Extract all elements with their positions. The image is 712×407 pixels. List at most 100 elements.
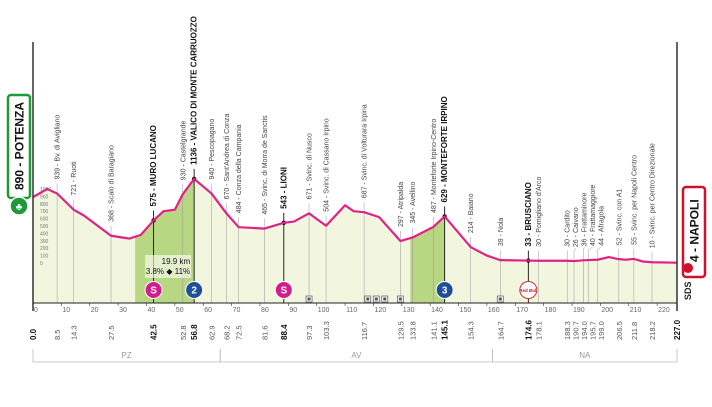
waypoint-name: Bv. di Avigliano — [55, 115, 62, 162]
waypoint-label: 44 - Afragola — [599, 206, 606, 246]
waypoint-leader — [588, 246, 593, 251]
waypoint-name: Afragola — [599, 206, 606, 232]
waypoint-elevation: 345 — [410, 212, 417, 224]
waypoint-name: Pomigliano d'Arco — [536, 176, 543, 232]
climb-avg-gradient: 3.8% — [146, 267, 164, 276]
elevation-tick-label: 500 — [40, 224, 49, 230]
waypoint-separator: - — [410, 206, 417, 212]
waypoint-elevation: 36 — [582, 238, 589, 246]
waypoint-name: Frattamaggiore — [590, 184, 597, 232]
waypoint-elevation: 487 — [431, 201, 438, 213]
waypoint-elevation: 214 — [468, 221, 475, 233]
waypoint-name: Caivano — [573, 207, 580, 233]
x-tick-label: 60 — [204, 307, 212, 314]
elevation-tick-label: 700 — [40, 209, 49, 215]
waypoint-label: 345 - Avellino — [410, 181, 417, 223]
waypoint-name: Monteforte Irpino-Centro — [431, 119, 438, 195]
waypoint-separator: - — [109, 204, 116, 210]
waypoint-leader — [597, 246, 602, 250]
waypoint-separator: - — [224, 181, 231, 187]
region-label: PZ — [122, 351, 132, 360]
profile-area — [33, 178, 677, 303]
waypoint-label: 39 - Nola — [498, 218, 505, 247]
waypoint-leader — [583, 247, 585, 251]
waypoint-separator: - — [650, 234, 657, 240]
finish-badge-text: 4 - NAPOLI — [688, 199, 702, 262]
waypoint-name: Svinc. con A1 — [616, 189, 623, 232]
waypoint-km-label: 52.8 — [179, 325, 188, 340]
waypoint-elevation: 575 — [149, 193, 158, 207]
waypoint-elevation: 484 — [236, 201, 243, 213]
waypoint-km-label: 116.7 — [360, 322, 369, 340]
waypoint-name: Pescopagano — [209, 119, 216, 162]
waypoint-elevation: 670 — [224, 188, 231, 200]
waypoint-separator: - — [498, 232, 505, 238]
waypoint-label: 487 - Monteforte Irpino-Centro — [431, 119, 438, 213]
waypoint-separator: - — [324, 194, 331, 200]
waypoint-km-label: 188.3 — [563, 321, 572, 340]
waypoint-elevation: 30 — [536, 239, 543, 247]
waypoint-name: Ruoti — [71, 161, 78, 178]
waypoint-label: 52 - Svinc. con A1 — [616, 189, 623, 246]
waypoint-elevation: 52 — [616, 237, 623, 245]
marker-label: 3 — [442, 286, 448, 297]
waypoint-name: Cardito — [565, 210, 572, 233]
start-badge-text: 890 - POTENZA — [13, 102, 27, 190]
badges: 890 - POTENZA ♣ 4 - NAPOLI SDS — [6, 93, 707, 300]
waypoint-separator: - — [190, 140, 199, 147]
waypoint-separator: - — [582, 232, 589, 238]
waypoint-km-label: 194.0 — [580, 321, 589, 340]
sponsor-logo: SDS — [683, 281, 693, 300]
waypoint-km-label: 133.8 — [409, 321, 418, 340]
sprint-icon — [274, 281, 293, 299]
waypoint-separator: - — [71, 178, 78, 184]
waypoint-elevation: 368 — [109, 210, 116, 222]
marker-label: S — [280, 286, 287, 297]
waypoint-elevation: 1136 — [190, 147, 199, 165]
profile-line-path — [32, 177, 678, 264]
waypoint-elevation: 44 — [599, 238, 606, 246]
finish-badge — [681, 185, 707, 279]
waypoint-km-label: 227.0 — [673, 319, 682, 340]
waypoint-elevation: 930 — [180, 168, 187, 180]
waypoint-km-label: 141.1 — [429, 321, 438, 340]
waypoint-km-label: 199.0 — [597, 321, 606, 340]
waypoint-name: Castelgrande — [180, 121, 187, 163]
waypoint-label: 26 - Caivano — [573, 207, 580, 247]
waypoint-separator: - — [524, 231, 533, 238]
waypoint-separator: - — [398, 209, 405, 215]
waypoint-separator: - — [209, 162, 216, 168]
waypoint-name: MONTEFORTE IRPINO — [440, 96, 449, 182]
waypoint-km-label: 195.7 — [589, 321, 598, 340]
region-bracket — [492, 349, 678, 363]
waypoint-label: 930 - Castelgrande — [180, 121, 187, 181]
profile-fill — [33, 178, 677, 303]
waypoint-name: Svinc. per Centro Direzionale — [650, 143, 657, 234]
x-tick-label: 210 — [630, 307, 642, 314]
waypoint-km-label: 206.5 — [615, 321, 624, 340]
waypoint-name: Svinc. di Cassano Irpino — [324, 118, 331, 194]
elevation-tick-label: 0 — [40, 261, 43, 267]
waypoint-elevation: 687 — [362, 186, 369, 198]
waypoint-separator: - — [307, 181, 314, 187]
waypoint-leader — [573, 247, 576, 252]
waypoint-name: Nola — [498, 218, 505, 233]
waypoint-label: 55 - Svinc. per Napoli Centro — [631, 155, 638, 245]
waypoint-elevation: 39 — [498, 238, 505, 246]
waypoint-separator: - — [262, 197, 269, 203]
waypoint-km-label: 81.6 — [260, 325, 269, 340]
start-flag-icon — [9, 196, 29, 216]
waypoint-km-label: 145.1 — [441, 319, 450, 340]
waypoint-label: 671 - Svinc. di Nusco — [307, 133, 314, 199]
waypoint-km-label: 164.7 — [496, 321, 505, 340]
waypoint-label: 575 - MURO LUCANO — [149, 125, 158, 206]
waypoint-km-label: 178.1 — [534, 321, 543, 340]
waypoint-km-label: 88.4 — [280, 324, 289, 340]
feed-zone-icon-glyph — [383, 297, 387, 301]
red-bull-km-icon — [519, 281, 538, 299]
waypoint-label: 504 - Svinc. di Cassano Irpino — [324, 118, 331, 212]
red-bull-label: Red Bull — [519, 288, 537, 293]
elevation-tick-label: 100 — [40, 254, 49, 260]
elevation-tick-label: 900 — [40, 194, 49, 200]
